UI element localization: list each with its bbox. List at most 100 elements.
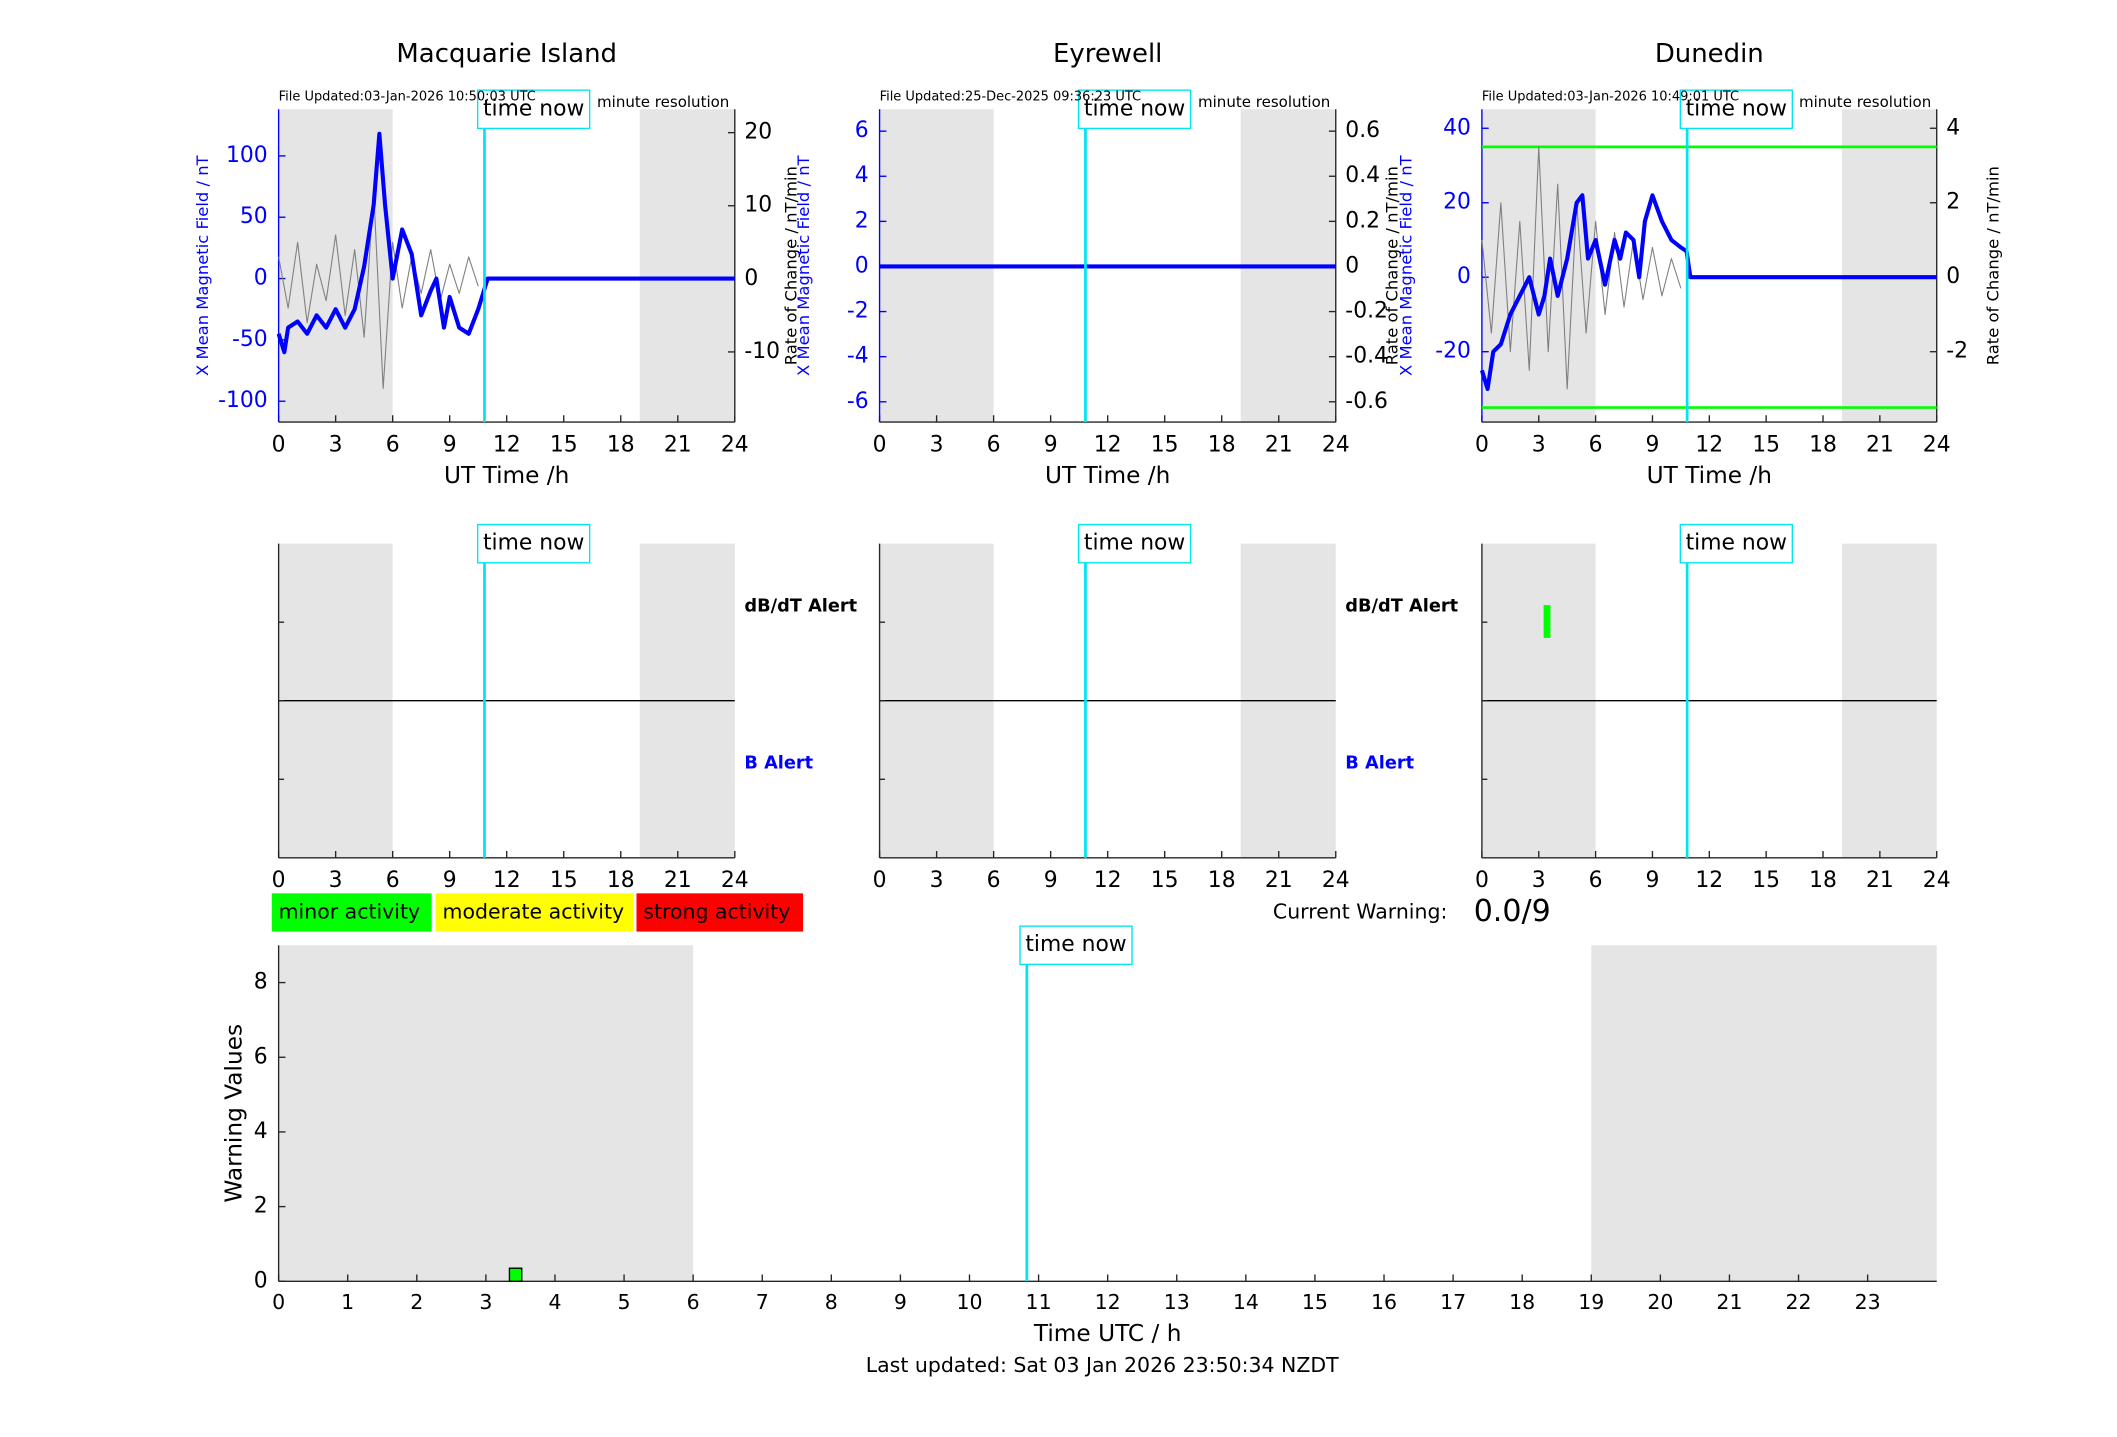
y-tick-label: 100 [226, 143, 268, 168]
time-now-box [1679, 523, 1793, 564]
x-tick-label: 12 [493, 868, 521, 893]
legend-label: minor activity [279, 899, 420, 923]
x-tick-label: 3 [1532, 868, 1546, 893]
y-tick-label: 40 [1443, 115, 1471, 140]
alert-label: B Alert [1345, 754, 1414, 774]
x-tick-label: 6 [987, 868, 1001, 893]
x-tick-label: 6 [1589, 868, 1603, 893]
series-line [278, 190, 479, 390]
x-tick-label: 2 [410, 1290, 423, 1314]
x-tick-label: 15 [1752, 432, 1780, 457]
x-tick-label: 4 [548, 1290, 561, 1314]
time-now-box [1679, 89, 1793, 130]
x-tick-label: 0 [873, 432, 887, 457]
y2-tick-label: 2 [1946, 190, 1960, 215]
y-tick-label: 20 [1443, 190, 1471, 215]
x-tick-label: 3 [329, 432, 343, 457]
x-tick-label: 23 [1855, 1290, 1881, 1314]
y-tick-label: -2 [847, 299, 869, 324]
y2-axis-label: Rate of Change / nT/min [782, 166, 801, 365]
shaded-region [1591, 945, 1937, 1282]
x-tick-label: 12 [1695, 868, 1723, 893]
series-line [276, 131, 735, 355]
x-tick-label: 6 [386, 432, 400, 457]
legend-label: strong activity [643, 899, 790, 923]
x-tick-label: 21 [664, 432, 692, 457]
x-tick-label: 21 [1265, 432, 1293, 457]
y2-tick-label: 20 [744, 120, 772, 145]
y-axis-label: X Mean Magnetic Field / nT [1396, 154, 1415, 376]
x-tick-label: 15 [550, 432, 578, 457]
y-tick-label: 8 [254, 970, 268, 995]
x-tick-label: 19 [1578, 1290, 1604, 1314]
time-now-label: time now [1084, 531, 1185, 556]
y-tick-label: -100 [218, 388, 268, 413]
alert-label: dB/dT Alert [1345, 596, 1458, 616]
x-tick-label: 0 [873, 868, 887, 893]
x-tick-label: 24 [1923, 432, 1951, 457]
x-tick-label: 20 [1647, 1290, 1673, 1314]
y-tick-label: -4 [847, 344, 869, 369]
x-axis-label: UT Time /h [1045, 462, 1170, 489]
time-now-box [1077, 523, 1192, 564]
x-tick-label: 18 [1208, 432, 1236, 457]
shaded-region [1841, 109, 1937, 423]
time-now-label: time now [1025, 932, 1126, 957]
y2-tick-label: 0.4 [1345, 163, 1380, 188]
alert-label: B Alert [744, 754, 813, 774]
current-warning-label: Current Warning: [1273, 899, 1447, 923]
shaded-region [278, 109, 393, 423]
y2-tick-label: 0.6 [1345, 118, 1380, 143]
x-tick-label: 5 [618, 1290, 631, 1314]
last-updated: Last updated: Sat 03 Jan 2026 23:50:34 N… [866, 1353, 1339, 1377]
x-tick-label: 3 [479, 1290, 492, 1314]
y-tick-label: 0 [1457, 264, 1471, 289]
x-tick-label: 9 [1044, 868, 1058, 893]
y2-tick-label: -2 [1946, 339, 1968, 364]
x-tick-label: 13 [1164, 1290, 1190, 1314]
file-updated: File Updated:03-Jan-2026 10:49:01 UTC [1482, 89, 1739, 104]
chart-title: Macquarie Island [396, 39, 617, 69]
y2-tick-label: 0 [1345, 253, 1359, 278]
x-tick-label: 6 [687, 1290, 700, 1314]
shaded-region [1481, 109, 1596, 423]
time-now-label: time now [483, 96, 584, 121]
y-tick-label: -6 [847, 389, 869, 414]
shaded-region [639, 109, 735, 423]
y-tick-label: 0 [254, 266, 268, 291]
x-tick-label: 3 [930, 432, 944, 457]
y2-axis-label: Rate of Change / nT/min [1383, 166, 1402, 365]
y-axis-label: X Mean Magnetic Field / nT [794, 154, 813, 376]
y2-tick-label: 10 [744, 193, 772, 218]
bar [508, 1267, 523, 1282]
x-tick-label: 0 [272, 432, 286, 457]
x-tick-label: 18 [1809, 432, 1837, 457]
x-tick-label: 10 [956, 1290, 982, 1314]
y2-tick-label: -0.4 [1345, 344, 1388, 369]
time-now-label: time now [483, 531, 584, 556]
time-now-box [1019, 925, 1133, 966]
x-tick-label: 3 [930, 868, 944, 893]
x-tick-label: 15 [550, 868, 578, 893]
x-tick-label: 18 [607, 868, 635, 893]
x-axis-label: UT Time /h [444, 462, 569, 489]
x-tick-label: 21 [1265, 868, 1293, 893]
x-tick-label: 14 [1233, 1290, 1259, 1314]
x-tick-label: 6 [987, 432, 1001, 457]
y2-tick-label: 0 [744, 266, 758, 291]
chart-title: Eyrewell [1053, 39, 1162, 69]
x-tick-label: 3 [1532, 432, 1546, 457]
x-tick-label: 12 [1094, 432, 1122, 457]
x-tick-label: 1 [341, 1290, 354, 1314]
time-now-box [1077, 89, 1192, 130]
x-tick-label: 18 [607, 432, 635, 457]
y2-tick-label: 0.2 [1345, 208, 1380, 233]
file-updated: File Updated:25-Dec-2025 09:36:23 UTC [880, 89, 1142, 104]
y-tick-label: 0 [855, 253, 869, 278]
x-tick-label: 12 [493, 432, 521, 457]
x-tick-label: 24 [721, 432, 749, 457]
time-now-label: time now [1686, 96, 1787, 121]
series-line [1481, 146, 1682, 390]
x-tick-label: 24 [1923, 868, 1951, 893]
x-tick-label: 15 [1151, 868, 1179, 893]
